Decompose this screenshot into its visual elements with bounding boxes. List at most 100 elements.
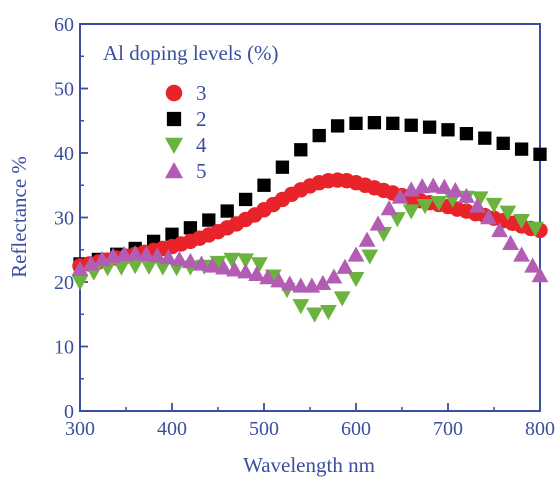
data-point [480, 209, 497, 225]
legend-marker-2 [166, 111, 182, 127]
data-point [441, 123, 455, 137]
legend-marker-5 [165, 162, 183, 179]
data-point [183, 221, 198, 235]
data-point [165, 227, 179, 241]
data-point [380, 200, 398, 216]
data-point [491, 222, 508, 238]
x-tick-label: 500 [249, 418, 279, 440]
data-point [478, 131, 492, 145]
data-point [533, 147, 547, 161]
data-point [251, 257, 268, 273]
data-point [416, 199, 434, 215]
data-point [238, 192, 253, 207]
data-point [257, 178, 271, 192]
data-point [259, 269, 277, 285]
data-point [140, 259, 158, 275]
legend-marker-4 [165, 137, 183, 154]
data-point [306, 307, 323, 323]
data-point [170, 251, 188, 267]
data-point [314, 274, 332, 291]
data-point [496, 136, 510, 150]
data-point [312, 128, 326, 143]
data-point [292, 299, 310, 315]
y-tick-label: 10 [54, 337, 74, 359]
data-point [358, 231, 376, 247]
data-point [424, 177, 442, 193]
data-point [527, 221, 544, 237]
data-point [513, 214, 530, 230]
data-point [71, 275, 89, 291]
data-point [202, 213, 216, 227]
data-point [113, 260, 130, 276]
data-point [275, 160, 290, 174]
x-tick-label: 300 [65, 418, 95, 440]
series-layer [71, 116, 549, 323]
series-5 [71, 177, 549, 293]
x-tick-label: 400 [157, 418, 187, 440]
y-tick-label: 0 [64, 401, 74, 423]
data-point [292, 277, 310, 293]
data-point [325, 268, 343, 284]
data-point [215, 259, 232, 275]
data-point [349, 116, 363, 130]
data-point [237, 253, 254, 269]
data-point [126, 259, 144, 275]
data-point [499, 205, 517, 221]
data-point [389, 212, 406, 228]
data-point [361, 249, 379, 265]
data-point [209, 255, 227, 272]
data-point [270, 272, 288, 288]
data-point [347, 246, 365, 262]
data-point [514, 142, 529, 156]
data-point [148, 247, 166, 263]
x-axis-label: Wavelength nm [243, 453, 375, 477]
data-point [404, 118, 418, 132]
x-tick-label: 600 [341, 418, 371, 440]
data-point [220, 204, 234, 218]
data-point [459, 127, 474, 141]
data-point [402, 204, 420, 220]
data-point [336, 258, 354, 274]
data-point [469, 197, 486, 213]
data-point [502, 234, 519, 251]
data-point [513, 246, 530, 262]
x-tick-label: 700 [433, 418, 463, 440]
data-point [430, 195, 448, 212]
axes: 300 400 500 600 700 800 0 10 20 30 40 50 60 [54, 14, 555, 440]
data-point [237, 263, 254, 279]
data-point [458, 187, 475, 203]
data-point [347, 272, 365, 288]
data-point [369, 215, 387, 231]
y-tick-label: 60 [54, 14, 74, 36]
data-point [435, 178, 453, 194]
data-point [126, 245, 144, 261]
y-tick-label: 20 [54, 272, 74, 294]
legend-label-5: 5 [196, 159, 207, 183]
data-point [320, 304, 337, 321]
data-point [524, 257, 542, 273]
data-point [159, 249, 177, 265]
y-tick-label: 40 [54, 143, 74, 165]
data-point [422, 120, 437, 134]
data-point [531, 267, 549, 283]
data-point [446, 182, 464, 198]
data-point [248, 265, 266, 281]
data-point [223, 252, 241, 268]
data-point [193, 255, 210, 271]
data-point [413, 178, 431, 194]
legend-title: Al doping levels (%) [103, 41, 279, 65]
data-point [375, 226, 392, 243]
data-point [333, 291, 351, 307]
data-point [386, 116, 400, 130]
data-point [115, 245, 133, 261]
data-point [330, 119, 345, 133]
x-tick-label: 800 [525, 418, 555, 440]
data-point [82, 255, 100, 271]
data-point [485, 197, 503, 213]
legend-label-4: 4 [196, 133, 207, 157]
data-point [137, 245, 155, 261]
data-point [204, 257, 221, 273]
data-point [471, 191, 489, 207]
data-point [281, 275, 299, 291]
